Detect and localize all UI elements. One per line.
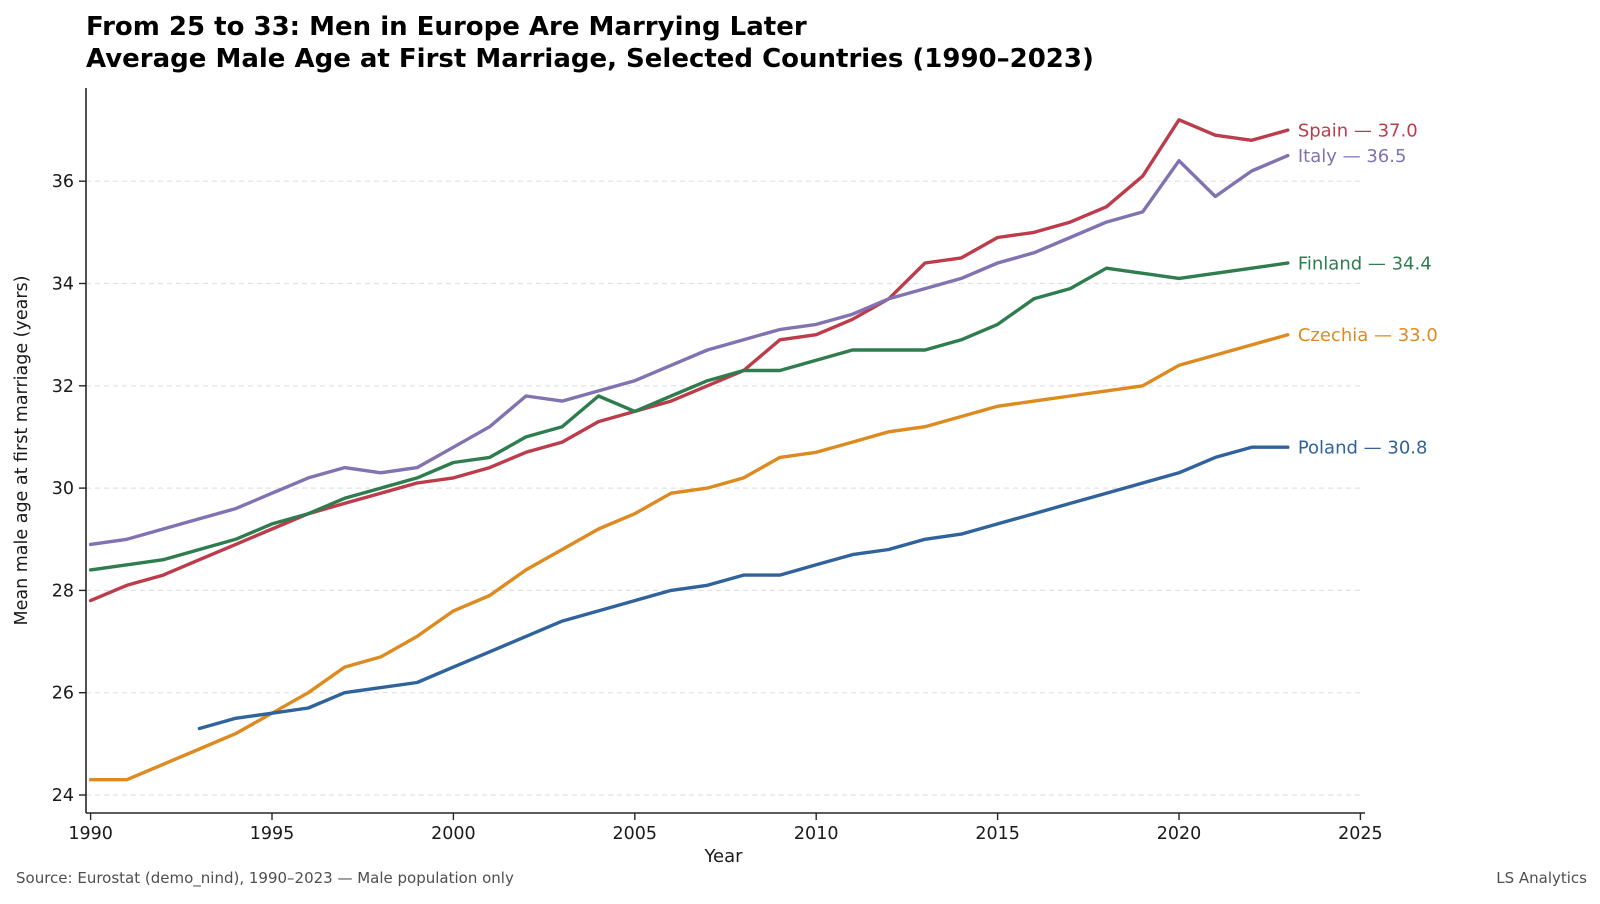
y-axis-title: Mean male age at first marriage (years) bbox=[12, 276, 32, 626]
series-end-label-spain: Spain — 37.0 bbox=[1298, 121, 1418, 142]
x-tick-label-2020: 2020 bbox=[1157, 824, 1202, 844]
chart-subtitle: Average Male Age at First Marriage, Sele… bbox=[86, 44, 1094, 74]
y-tick-label-24: 24 bbox=[52, 786, 74, 806]
y-tick-label-32: 32 bbox=[52, 377, 74, 397]
x-tick-label-2025: 2025 bbox=[1338, 824, 1383, 844]
series-line-czechia bbox=[88, 333, 1290, 782]
series-end-label-italy: Italy — 36.5 bbox=[1298, 146, 1407, 167]
x-tick-label-1995: 1995 bbox=[250, 824, 295, 844]
y-tick-label-30: 30 bbox=[52, 479, 74, 499]
title-block: From 25 to 33: Men in Europe Are Marryin… bbox=[86, 11, 1094, 75]
series-line-finland bbox=[88, 261, 1290, 572]
source-note: Source: Eurostat (demo_nind), 1990–2023 … bbox=[16, 869, 514, 887]
x-tick-label-1990: 1990 bbox=[68, 824, 113, 844]
x-tick-label-2005: 2005 bbox=[613, 824, 658, 844]
series-end-label-czechia: Czechia — 33.0 bbox=[1298, 325, 1438, 346]
brand-credit: LS Analytics bbox=[1496, 869, 1587, 887]
x-axis-title: Year bbox=[703, 846, 743, 867]
x-tick-label-2015: 2015 bbox=[975, 824, 1020, 844]
series-line-spain bbox=[88, 118, 1290, 603]
x-tick-label-2010: 2010 bbox=[794, 824, 839, 844]
y-tick-label-34: 34 bbox=[52, 275, 74, 295]
series-line-italy bbox=[88, 153, 1290, 547]
y-tick-label-36: 36 bbox=[52, 172, 74, 192]
chart-title: From 25 to 33: Men in Europe Are Marryin… bbox=[86, 12, 807, 42]
y-tick-label-28: 28 bbox=[52, 581, 74, 601]
series-line-poland bbox=[197, 445, 1290, 731]
y-tick-label-26: 26 bbox=[52, 684, 74, 704]
x-tick-label-2000: 2000 bbox=[431, 824, 476, 844]
series-end-label-poland: Poland — 30.8 bbox=[1298, 438, 1428, 459]
series-end-label-finland: Finland — 34.4 bbox=[1298, 254, 1432, 275]
